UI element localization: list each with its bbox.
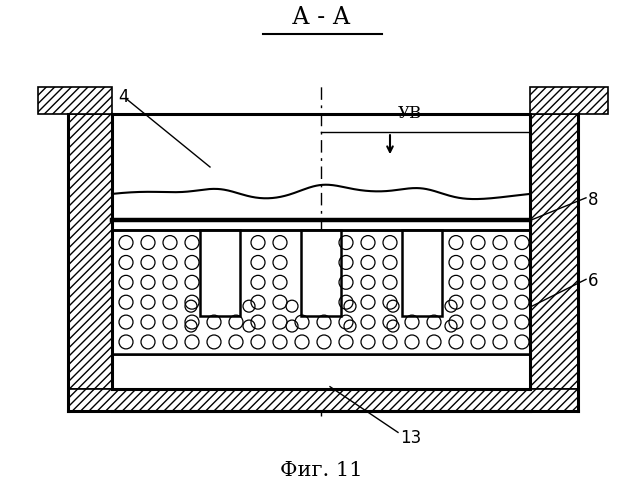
Bar	[200, 230, 240, 316]
Bar	[112, 354, 530, 388]
Text: 4: 4	[118, 88, 128, 106]
Text: 6: 6	[588, 272, 598, 290]
Text: Фиг. 11: Фиг. 11	[280, 461, 362, 480]
Bar	[301, 230, 341, 316]
Bar	[68, 388, 578, 410]
Text: 8: 8	[588, 191, 598, 209]
Bar	[112, 230, 530, 354]
Bar	[68, 114, 112, 388]
Text: 13: 13	[400, 430, 421, 448]
Text: А - А: А - А	[292, 6, 350, 29]
Text: УВ: УВ	[398, 106, 422, 122]
Bar	[402, 230, 442, 316]
Bar	[530, 88, 608, 115]
Bar	[530, 114, 578, 388]
Bar	[38, 88, 112, 115]
